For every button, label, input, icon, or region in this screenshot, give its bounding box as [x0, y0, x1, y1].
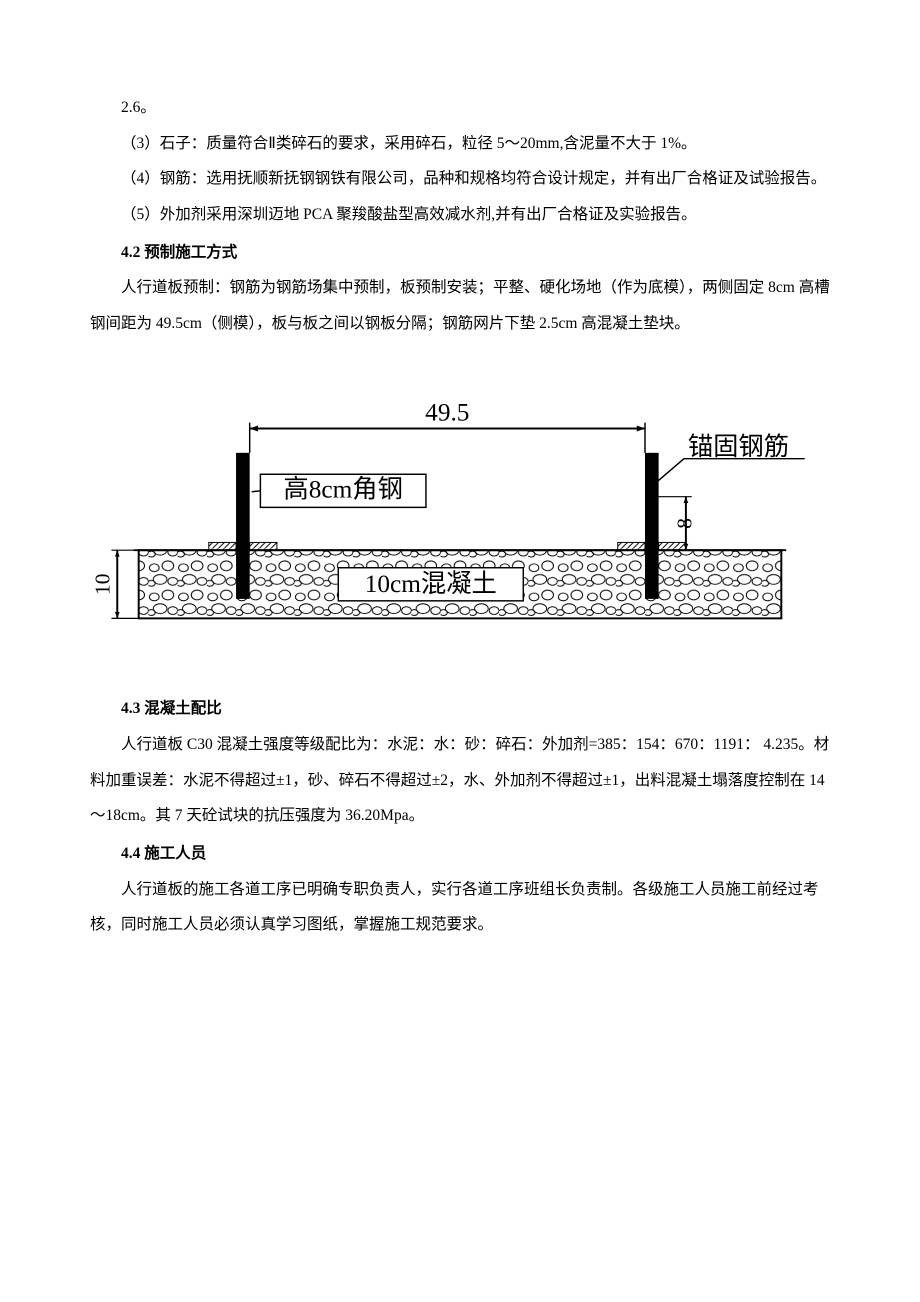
paragraph-4-4-body: 人行道板的施工各道工序已明确专职负责人，实行各道工序班组长负责制。各级施工人员施… — [90, 872, 830, 943]
paragraph-item-4: （4）钢筋：选用抚顺新抚钢钢铁有限公司，品种和规格均符合设计规定，并有出厂合格证… — [121, 161, 830, 197]
svg-text:10: 10 — [90, 574, 114, 595]
formwork-diagram: 49.5 8 10 高8cm角钢 锚固钢筋 10cm混凝土 — [90, 381, 830, 661]
paragraph-4-3-body: 人行道板 C30 混凝土强度等级配比为：水泥：水：砂：碎石：外加剂=385：15… — [90, 727, 830, 834]
heading-4-3: 4.3 混凝土配比 — [90, 691, 830, 727]
paragraph-4-2-body: 人行道板预制：钢筋为钢筋场集中预制，板预制安装；平整、硬化场地（作为底模），两侧… — [90, 270, 830, 341]
heading-4-4: 4.4 施工人员 — [90, 836, 830, 872]
paragraph-item-5: （5）外加剂采用深圳迈地 PCA 聚羧酸盐型高效减水剂,并有出厂合格证及实验报告… — [121, 197, 830, 233]
paragraph-item-3: （3）石子：质量符合Ⅱ类碎石的要求，采用碎石，粒径 5～20mm,含泥量不大于 … — [121, 126, 830, 162]
svg-text:锚固钢筋: 锚固钢筋 — [688, 433, 789, 461]
svg-text:49.5: 49.5 — [425, 399, 469, 427]
svg-text:8: 8 — [673, 519, 697, 530]
svg-text:高8cm角钢: 高8cm角钢 — [283, 476, 402, 504]
paragraph-2-6: 2.6。 — [121, 90, 830, 126]
heading-4-2: 4.2 预制施工方式 — [90, 235, 830, 271]
svg-text:10cm混凝土: 10cm混凝土 — [365, 571, 497, 599]
document-body: 2.6。 （3）石子：质量符合Ⅱ类碎石的要求，采用碎石，粒径 5～20mm,含泥… — [90, 90, 830, 943]
